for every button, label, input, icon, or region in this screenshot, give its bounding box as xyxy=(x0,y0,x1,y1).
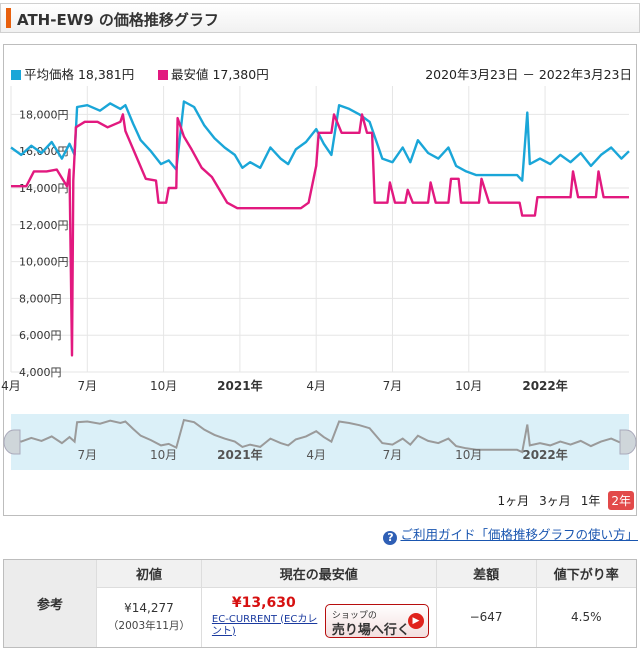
title-accent xyxy=(6,8,11,28)
x-tick-label: 10月 xyxy=(150,379,177,393)
y-tick-label: 18,000円 xyxy=(19,108,69,121)
arrow-right-icon: ▶ xyxy=(407,612,424,629)
overview-tick-label: 10月 xyxy=(150,448,177,462)
reference-box: 参考 初値 現在の最安値 差額 値下がり率 ¥14,277 （2003年11月）… xyxy=(3,559,637,648)
usage-guide-link[interactable]: ご利用ガイド「価格推移グラフの使い方」 xyxy=(400,527,638,542)
price-history-chart: 4,000円 6,000円 8,000円 10,000円 12,000円 14,000円 1… xyxy=(1,86,637,470)
current-lowest-price: ¥13,630 xyxy=(231,594,296,611)
overview-tick-label: 2021年 xyxy=(217,447,262,462)
difference-cell: −647 xyxy=(435,587,537,647)
current-lowest-cell: ¥13,630 EC-CURRENT (ECカレント) ショップの 売り場へ行く… xyxy=(200,587,437,647)
overview-background xyxy=(11,414,629,470)
overview-right-handle[interactable] xyxy=(619,429,637,455)
drop-rate-cell: 4.5% xyxy=(535,587,636,647)
title-bar: ATH-EW9 の価格推移グラフ xyxy=(0,3,640,33)
period-1[interactable]: 3ヶ月 xyxy=(539,494,571,508)
initial-price: ¥14,277 xyxy=(124,601,174,616)
go-to-shop-button[interactable]: ショップの 売り場へ行く ▶ xyxy=(324,603,429,638)
usage-guide: ? ご利用ガイド「価格推移グラフの使い方」 xyxy=(383,524,638,545)
x-tick-label: 2021年 xyxy=(217,378,262,393)
x-tick-label: 4月 xyxy=(1,379,21,393)
question-icon: ? xyxy=(383,531,398,545)
overview-tick-label: 4月 xyxy=(306,448,326,462)
legend-avg-swatch xyxy=(11,70,21,80)
legend-min[interactable]: 最安値 17,380円 xyxy=(158,64,269,83)
go-to-shop-button-label: 売り場へ行く xyxy=(331,622,410,638)
y-tick-label: 10,000円 xyxy=(19,256,69,269)
initial-price-cell: ¥14,277 （2003年11月） xyxy=(96,587,202,647)
overview-tick-label: 7月 xyxy=(77,448,97,462)
reference-table: 初値 現在の最安値 差額 値下がり率 ¥14,277 （2003年11月） ¥1… xyxy=(96,560,636,647)
series-line-1 xyxy=(11,113,629,357)
go-to-shop-button-small: ショップの xyxy=(331,610,377,621)
reference-label: 参考 xyxy=(4,560,96,647)
page-title: ATH-EW9 の価格推移グラフ xyxy=(17,11,219,29)
date-range: 2020年3月23日 － 2022年3月23日 xyxy=(425,67,632,82)
header-initial-price: 初値 xyxy=(96,560,202,588)
overview-left-handle[interactable] xyxy=(3,429,21,455)
y-tick-label: 8,000円 xyxy=(19,292,62,305)
series-line-0 xyxy=(10,100,630,182)
x-tick-label: 10月 xyxy=(455,379,482,393)
header-current-lowest: 現在の最安値 xyxy=(200,560,437,588)
header-difference: 差額 xyxy=(435,560,537,588)
y-tick-label: 4,000円 xyxy=(19,366,62,379)
overview-tick-label: 2022年 xyxy=(522,447,567,462)
legend-avg-label: 平均価格 18,381円 xyxy=(24,67,135,82)
y-tick-label: 12,000円 xyxy=(19,219,69,232)
legend-min-swatch xyxy=(158,70,168,80)
initial-date: （2003年11月） xyxy=(107,620,190,633)
y-tick-label: 14,000円 xyxy=(19,182,69,195)
legend-min-label: 最安値 17,380円 xyxy=(171,67,269,82)
x-tick-label: 4月 xyxy=(306,379,326,393)
shop-link[interactable]: EC-CURRENT (ECカレント) xyxy=(211,613,318,637)
legend-avg[interactable]: 平均価格 18,381円 xyxy=(11,64,134,83)
overview-tick-label: 10月 xyxy=(455,448,482,462)
overview-line xyxy=(10,418,630,454)
x-tick-label: 7月 xyxy=(77,379,97,393)
period-selector: 1ヶ月 3ヶ月 1年 2年 xyxy=(489,491,634,510)
header-drop-rate: 値下がり率 xyxy=(535,560,636,588)
period-2[interactable]: 1年 xyxy=(580,494,601,508)
y-tick-label: 6,000円 xyxy=(19,329,62,342)
period-0[interactable]: 1ヶ月 xyxy=(497,494,530,508)
x-tick-label: 7月 xyxy=(383,379,403,393)
overview-tick-label: 7月 xyxy=(383,448,403,462)
period-3[interactable]: 2年 xyxy=(608,491,634,510)
x-tick-label: 2022年 xyxy=(522,378,567,393)
